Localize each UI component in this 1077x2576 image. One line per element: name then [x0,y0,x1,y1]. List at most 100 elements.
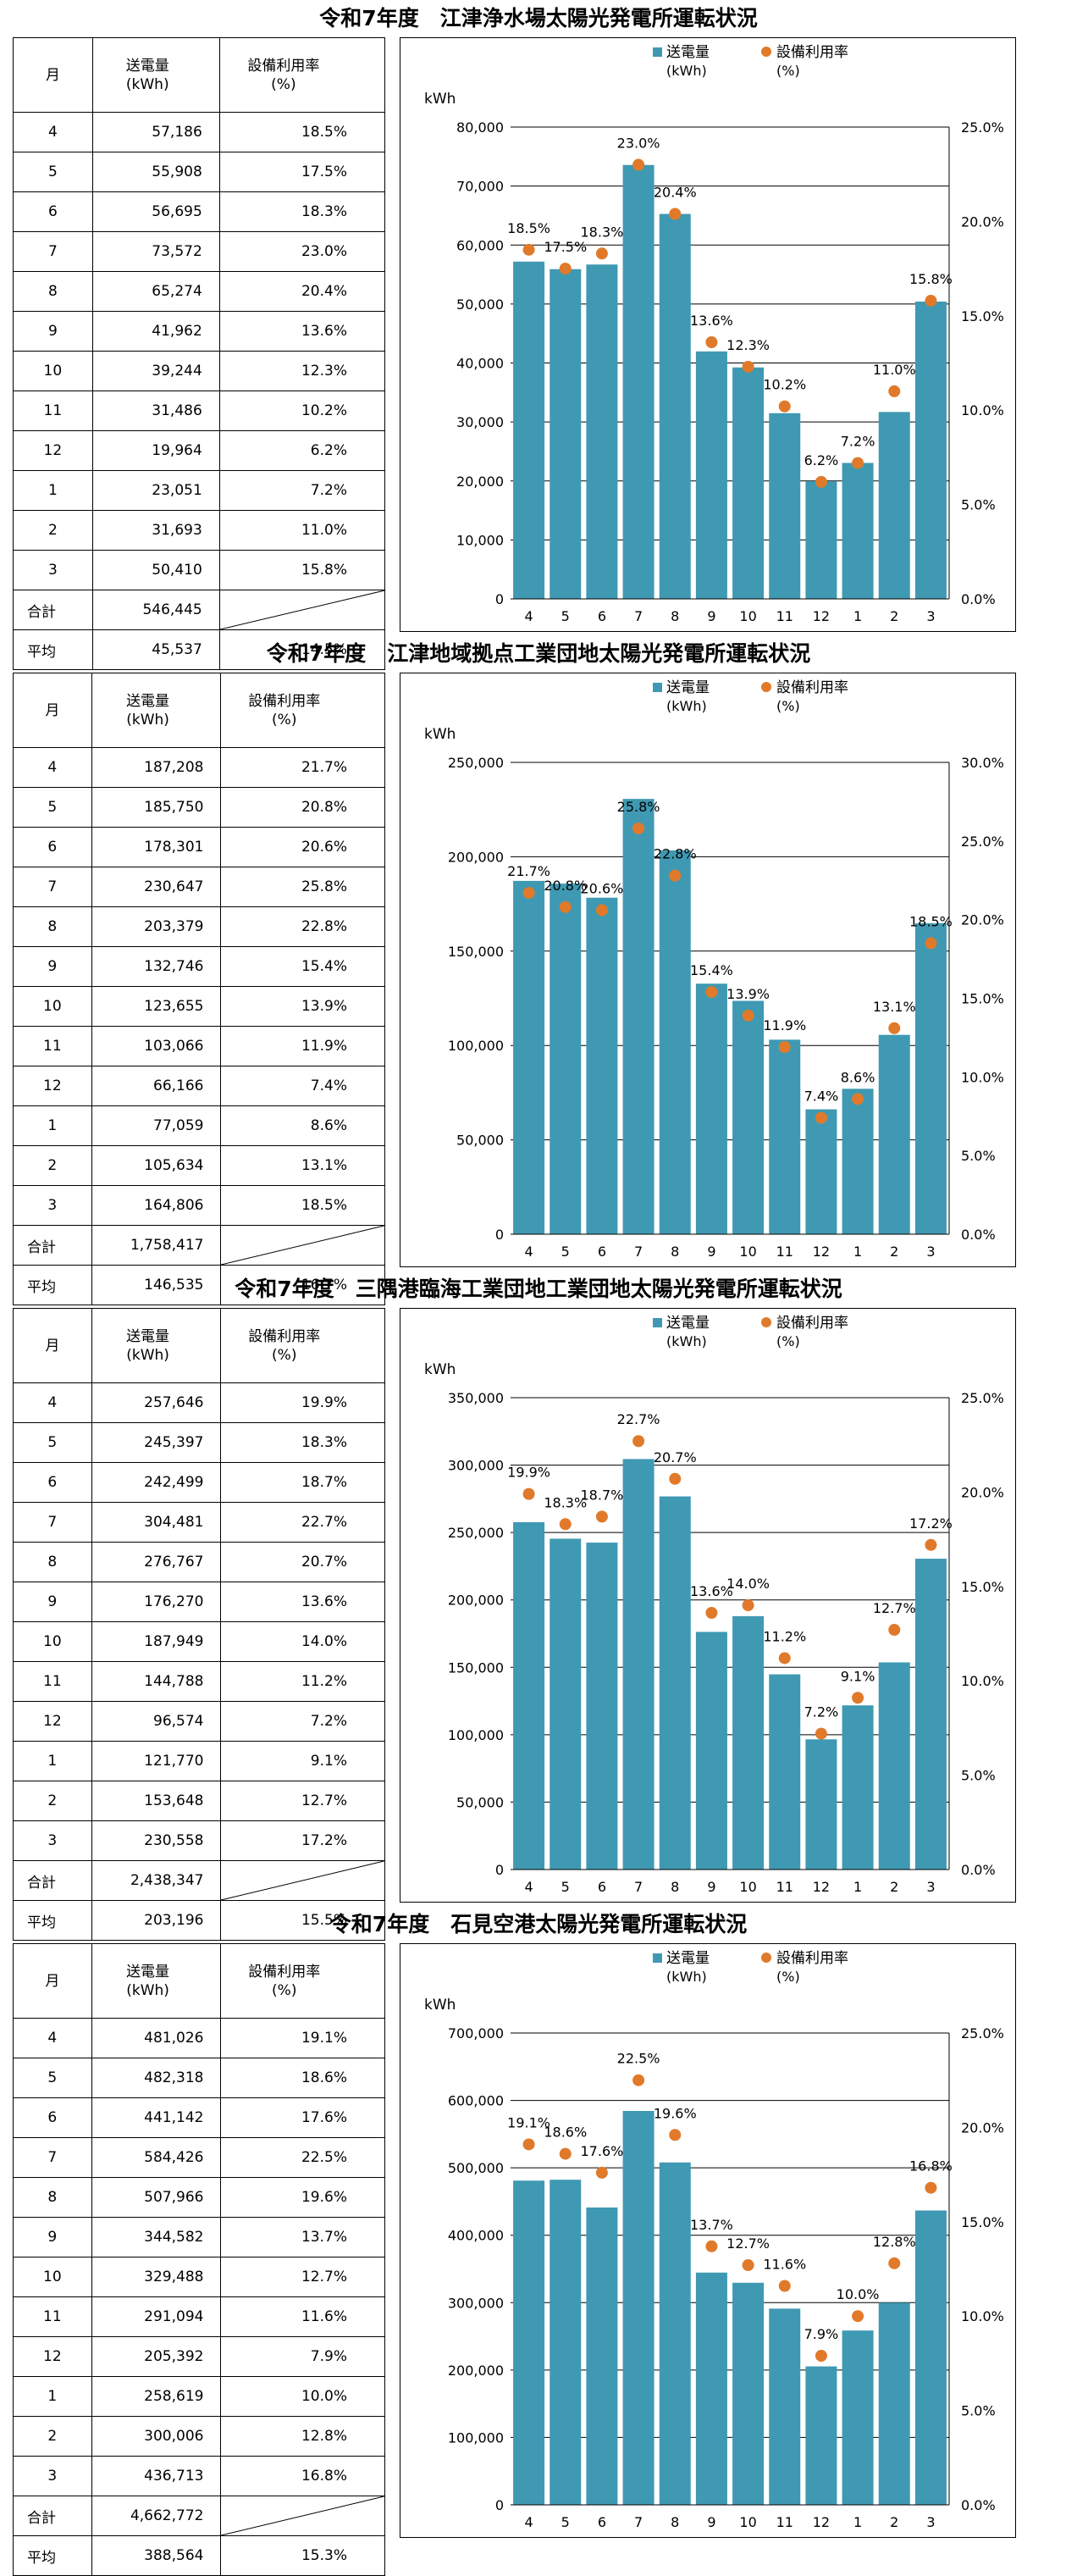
y-tick-label: 250,000 [448,1525,504,1541]
header-kwh: 送電量 (kWh) [91,1308,222,1383]
cell-rate: 9.1% [220,1741,385,1781]
table-row: 3 50,410 15.8% [13,550,386,590]
cell-kwh: 344,582 [91,2217,222,2257]
table-row-total: 合計 2,438,347 [13,1860,385,1901]
cell-rate: 11.2% [220,1661,385,1702]
y-tick-label: 300,000 [448,1458,504,1474]
y-axis-unit: kWh [424,1361,456,1378]
data-table: 月送電量 (kWh) 設備利用率 (%) 4 481,026 19.1% 5 482,318 18… [13,1943,385,2576]
x-tick-label: 2 [890,1879,898,1895]
bar [805,1739,837,1870]
legend-dot-swatch [761,47,771,57]
cell-rate: 17.5% [218,152,386,192]
table-row: 10 187,949 14.0% [13,1621,385,1662]
table-row-average: 平均 45,537 14.5% [13,629,386,670]
rate-point [705,335,718,348]
rate-data-label: 12.8% [873,2234,916,2250]
cell-kwh: 56,695 [91,191,220,232]
y2-tick-label: 0.0% [961,2497,996,2513]
header-kwh-label: 送電量 [126,692,170,710]
rate-data-label: 14.0% [726,1576,770,1592]
cell-total-kwh: 4,662,772 [91,2496,222,2536]
x-tick-label: 11 [776,608,793,624]
y2-tick-label: 10.0% [961,1069,1004,1085]
rate-data-label: 18.6% [544,2125,587,2141]
rate-point [559,263,572,275]
table-row: 3 436,713 16.8% [13,2456,385,2496]
cell-total-kwh: 1,758,417 [91,1225,222,1266]
cell-rate: 7.9% [220,2336,385,2377]
legend-bar-label: 送電量 [666,1950,710,1967]
table-row: 5 185,750 20.8% [13,787,385,828]
cell-month: 12 [13,1701,92,1742]
rate-point [595,2166,608,2179]
table-row: 4 481,026 19.1% [13,2018,385,2058]
cell-rate: 11.0% [218,510,386,551]
rate-point [669,208,682,220]
y2-tick-label: 20.0% [961,2119,1004,2136]
rate-point [742,360,754,373]
x-tick-label: 3 [926,1879,935,1895]
bar [695,1631,727,1870]
x-tick-label: 10 [739,2514,756,2530]
section-title: 令和7年度 江津地域拠点工業団地太陽光発電所運転状況 [266,641,811,666]
legend-dot-label: 設備利用率 [776,679,848,696]
cell-average-kwh: 203,196 [91,1900,222,1941]
x-tick-label: 5 [561,2514,570,2530]
x-tick-label: 8 [671,2514,679,2530]
cell-total-label: 合計 [13,1225,92,1266]
table-row: 10 329,488 12.7% [13,2257,385,2297]
cell-kwh: 203,379 [91,906,222,947]
rate-data-label: 11.2% [763,1628,806,1644]
cell-rate: 18.5% [218,112,386,152]
cell-kwh: 153,648 [91,1781,222,1821]
header-month: 月 [13,1308,92,1383]
cell-month: 8 [13,1542,92,1582]
bar [659,850,691,1234]
table-row: 8 507,966 19.6% [13,2177,385,2218]
cell-month: 5 [13,152,93,192]
bar [805,481,837,599]
table-row: 12 66,166 7.4% [13,1066,385,1106]
cell-kwh: 50,410 [91,550,220,590]
table-row: 7 304,481 22.7% [13,1502,385,1543]
cell-month: 12 [13,1066,92,1106]
cell-month: 7 [13,2137,92,2178]
rate-point [778,1041,791,1054]
rate-point [522,1487,535,1500]
legend-bar-label: 送電量 [666,679,710,696]
header-rate-unit: (%) [272,1981,297,1999]
legend-bar-swatch [653,1953,662,1963]
rate-data-label: 10.2% [763,377,806,393]
cell-month: 4 [13,2018,92,2058]
cell-kwh: 481,026 [91,2018,222,2058]
bar [842,463,874,599]
section-title: 令和7年度 石見空港太陽光発電所運転状況 [329,1912,748,1936]
cell-month: 8 [13,2177,92,2218]
table-row: 5 55,908 17.5% [13,152,386,192]
x-tick-label: 6 [598,1879,606,1895]
cell-kwh: 276,767 [91,1542,222,1582]
rate-data-label: 25.8% [617,799,660,815]
header-rate-label: 設備利用率 [247,57,320,75]
cell-kwh: 304,481 [91,1502,222,1543]
cell-kwh: 300,006 [91,2416,222,2457]
cell-rate: 7.2% [218,470,386,511]
table-row: 1 77,059 8.6% [13,1105,385,1146]
table-row: 3 230,558 17.2% [13,1820,385,1861]
chart-box: 送電量 (kWh) 設備利用率 (%) kWh 0 10,000 20,000 30,000 40… [400,37,1016,632]
header-rate-unit: (%) [272,1346,297,1364]
header-kwh: 送電量 (kWh) [91,1943,222,2019]
cell-rate: 20.6% [220,827,385,867]
rate-point [595,1510,608,1523]
rate-data-label: 18.3% [581,224,624,240]
table-row: 9 132,746 15.4% [13,946,385,987]
rate-point [522,243,535,256]
bar [622,799,654,1234]
bar [732,1615,765,1870]
rate-data-label: 6.2% [804,452,839,468]
header-rate-label: 設備利用率 [248,1963,321,1980]
rate-point [815,1111,827,1124]
x-tick-label: 9 [707,1879,715,1895]
chart-legend: 送電量(kWh) 設備利用率(%) [653,1315,848,1349]
